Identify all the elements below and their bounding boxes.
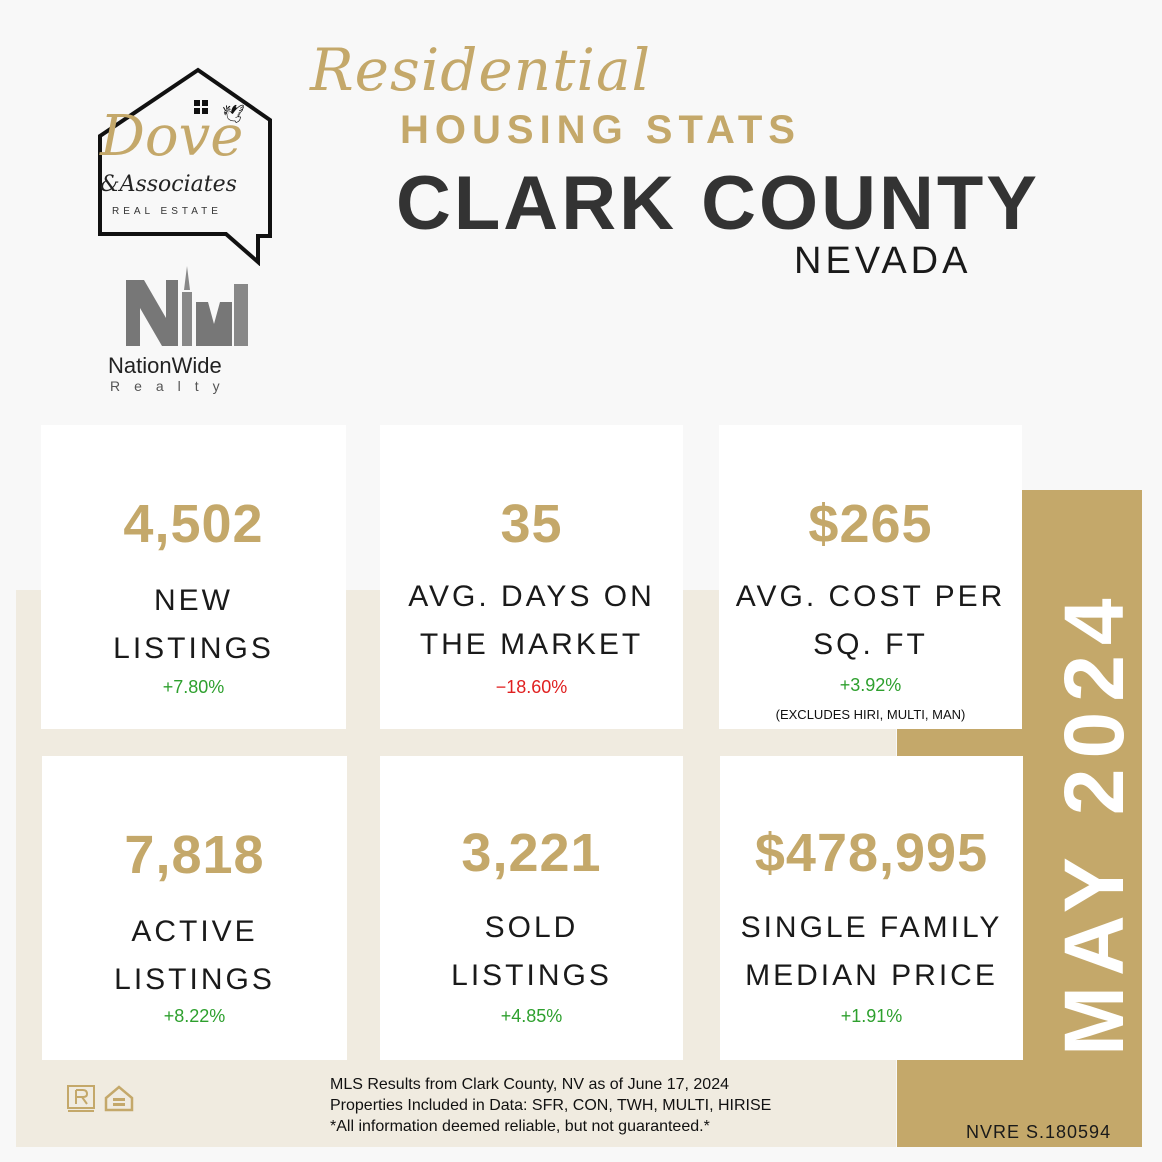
stat-card-cost-per-sqft: $265 AVG. COST PER SQ. FT +3.92% (EXCLUD…: [719, 425, 1022, 729]
stat-value: 3,221: [461, 823, 602, 883]
disclaimer-line: MLS Results from Clark County, NV as of …: [330, 1076, 729, 1093]
nationwide-logo-sub: Realty: [110, 378, 234, 394]
dove-house-outline-icon: [98, 67, 272, 266]
state-label: NEVADA: [794, 240, 972, 282]
stat-change: +4.85%: [500, 1006, 563, 1026]
page-subtitle: HOUSING STATS: [400, 108, 801, 152]
stat-label-line2: LISTINGS: [114, 963, 275, 996]
stat-label-line2: MEDIAN PRICE: [745, 959, 998, 992]
period-label: MAY 2024: [1047, 588, 1141, 1056]
stat-change: +1.91%: [840, 1006, 903, 1026]
stat-label-line1: ACTIVE: [131, 915, 258, 948]
disclaimer-line: Properties Included in Data: SFR, CON, T…: [330, 1097, 772, 1114]
stat-change: +8.22%: [163, 1006, 226, 1026]
stat-label-line2: LISTINGS: [113, 632, 274, 665]
nationwide-logo-icon: [126, 266, 248, 346]
license-number: NVRE S.180594: [966, 1122, 1112, 1142]
disclaimer: MLS Results from Clark County, NV as of …: [330, 1074, 771, 1137]
dove-bird-icon: 🕊: [222, 104, 245, 124]
stat-card-active-listings: 7,818 ACTIVE LISTINGS +8.22%: [42, 756, 347, 1060]
stat-change: +3.92%: [839, 675, 902, 695]
stat-label-line2: LISTINGS: [451, 959, 612, 992]
stat-note: (EXCLUDES HIRI, MULTI, MAN): [775, 707, 966, 722]
stat-value: $265: [808, 494, 933, 554]
stat-card-new-listings: 4,502 NEW LISTINGS +7.80%: [41, 425, 346, 729]
stat-card-median-price: $478,995 SINGLE FAMILY MEDIAN PRICE +1.9…: [720, 756, 1023, 1060]
stat-card-days-on-market: 35 AVG. DAYS ON THE MARKET −18.60%: [380, 425, 683, 729]
stat-label-line1: NEW: [154, 584, 233, 617]
disclaimer-line: *All information deemed reliable, but no…: [330, 1118, 710, 1135]
stat-label-line1: SINGLE FAMILY: [740, 911, 1003, 944]
stat-label-line2: SQ. FT: [813, 628, 928, 661]
dove-logo-real-estate: REAL ESTATE: [112, 206, 222, 217]
equal-housing-icon: [104, 1085, 134, 1112]
dove-logo-script: Dove: [100, 104, 244, 169]
stat-label-line1: AVG. DAYS ON: [408, 580, 655, 613]
stat-change: +7.80%: [162, 677, 225, 697]
dove-logo-associates: &Associates: [100, 172, 237, 197]
stat-value: 7,818: [124, 825, 265, 885]
stat-value: $478,995: [754, 823, 989, 883]
realtor-icon: [67, 1085, 95, 1112]
stat-value: 4,502: [123, 494, 264, 554]
script-title: Residential: [310, 36, 652, 104]
stat-label-line1: SOLD: [484, 911, 579, 944]
page-title: CLARK COUNTY: [396, 161, 1040, 246]
stat-change: −18.60%: [495, 677, 568, 697]
stat-card-sold-listings: 3,221 SOLD LISTINGS +4.85%: [380, 756, 683, 1060]
stat-label-line1: AVG. COST PER: [735, 580, 1006, 613]
stat-value: 35: [500, 494, 563, 554]
nationwide-logo-name: NationWide: [108, 353, 222, 378]
stat-label-line2: THE MARKET: [419, 628, 644, 661]
